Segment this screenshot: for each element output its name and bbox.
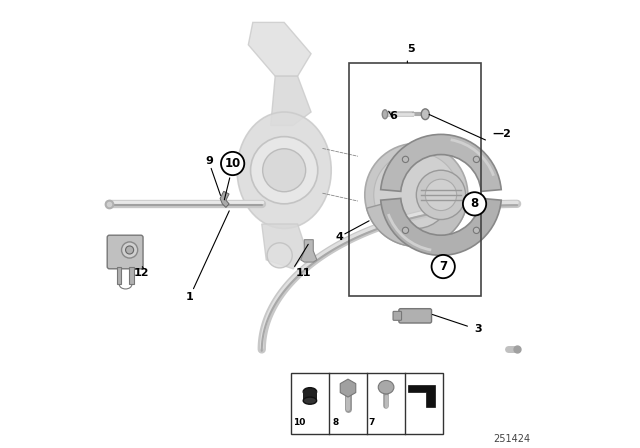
Text: 7: 7 — [368, 418, 374, 427]
Wedge shape — [367, 198, 468, 246]
Ellipse shape — [303, 397, 317, 404]
FancyBboxPatch shape — [108, 235, 143, 269]
Circle shape — [403, 156, 408, 163]
Circle shape — [125, 246, 134, 254]
Circle shape — [474, 227, 479, 233]
Bar — [349, 63, 481, 296]
Text: 8: 8 — [332, 418, 339, 427]
Polygon shape — [129, 267, 134, 284]
Text: 10: 10 — [292, 418, 305, 427]
Text: 11: 11 — [296, 267, 311, 277]
Ellipse shape — [303, 388, 317, 396]
Text: —2: —2 — [493, 129, 511, 138]
Text: 251424: 251424 — [493, 434, 531, 444]
Bar — [303, 391, 317, 401]
FancyBboxPatch shape — [399, 309, 431, 323]
Polygon shape — [408, 385, 435, 407]
Ellipse shape — [382, 110, 388, 119]
Polygon shape — [248, 22, 311, 76]
Polygon shape — [271, 76, 311, 125]
Circle shape — [221, 152, 244, 175]
Text: 4: 4 — [336, 232, 344, 241]
Circle shape — [374, 152, 459, 237]
Polygon shape — [262, 224, 307, 269]
Circle shape — [251, 137, 318, 204]
Text: 8: 8 — [470, 197, 479, 211]
Ellipse shape — [237, 112, 332, 228]
Text: 6: 6 — [389, 111, 397, 121]
Text: 10: 10 — [225, 157, 241, 170]
Text: 1: 1 — [186, 292, 193, 302]
Ellipse shape — [378, 380, 394, 394]
Text: 7: 7 — [439, 260, 447, 273]
FancyBboxPatch shape — [393, 311, 401, 320]
Circle shape — [262, 149, 306, 192]
Circle shape — [267, 243, 292, 268]
Text: 12: 12 — [134, 267, 150, 277]
Circle shape — [403, 227, 408, 233]
Circle shape — [463, 192, 486, 215]
Polygon shape — [301, 240, 317, 262]
Circle shape — [365, 143, 468, 246]
Circle shape — [431, 255, 455, 278]
Polygon shape — [220, 191, 229, 207]
Bar — [291, 373, 444, 434]
Wedge shape — [381, 134, 501, 191]
Wedge shape — [381, 198, 501, 255]
Circle shape — [474, 156, 479, 163]
Circle shape — [425, 179, 457, 211]
Circle shape — [122, 242, 138, 258]
Circle shape — [417, 170, 466, 220]
Text: 3: 3 — [475, 323, 482, 333]
Text: 9: 9 — [206, 155, 214, 165]
Ellipse shape — [421, 109, 429, 120]
Text: 5: 5 — [407, 43, 415, 53]
Polygon shape — [117, 267, 121, 284]
